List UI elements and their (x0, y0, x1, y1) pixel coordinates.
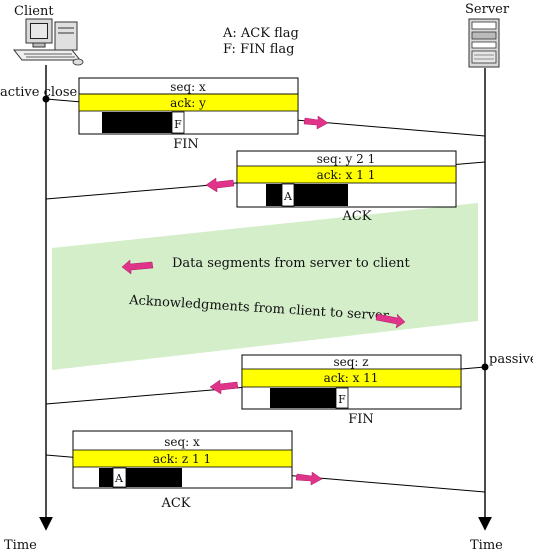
seq-text: seq: x (164, 435, 200, 449)
seg1-direction-arrow (304, 116, 328, 129)
seg3-direction-arrow (210, 380, 238, 394)
client-label: Client (14, 4, 54, 19)
legend-ack: A: ACK flag (222, 26, 299, 41)
seg4-direction-arrow (296, 472, 322, 485)
seg1-caption: FIN (173, 137, 199, 152)
fin-flag-letter: F (174, 118, 182, 131)
segment-ack-2: A seq: y 2 1 ack: x 1 1 (237, 151, 456, 207)
ack-flag-letter: A (283, 190, 293, 203)
seq-text: seq: z (333, 355, 368, 369)
client-time-label: Time (4, 538, 37, 553)
ack-text: ack: z 1 1 (153, 452, 211, 466)
ack-text: ack: x 1 1 (317, 168, 376, 182)
flag-bits-right (126, 468, 182, 487)
seg4-caption: ACK (160, 496, 190, 511)
ack-flag-letter: A (114, 472, 124, 485)
flag-bits (270, 388, 336, 408)
data-segments-text: Data segments from server to client (172, 256, 411, 271)
legend-fin: F: FIN flag (223, 42, 294, 57)
segment-fin-3: F seq: z ack: x 11 (242, 355, 461, 409)
ack-text: ack: x 11 (324, 371, 379, 385)
flag-bits (102, 112, 172, 133)
server-time-label: Time (470, 538, 503, 553)
flag-bits-right (294, 184, 348, 206)
flag-bits-left (266, 184, 282, 206)
server-label: Server (465, 2, 510, 17)
seq-text: seq: y 2 1 (317, 152, 375, 166)
segment-fin-1: F seq: x ack: y (79, 78, 298, 134)
active-close-label: active close (0, 85, 78, 100)
passive-close-label: passive close (489, 352, 533, 367)
seg3-caption: FIN (348, 412, 374, 427)
seg2-direction-arrow (206, 178, 234, 192)
server-tower-icon (469, 19, 499, 67)
seq-text: seq: x (170, 80, 206, 94)
flag-bits-left (99, 468, 113, 487)
segment-ack-4: A seq: x ack: z 1 1 (73, 431, 292, 488)
client-computer-icon (14, 19, 83, 65)
fin-flag-letter: F (338, 393, 346, 406)
data-transfer-band (52, 203, 478, 370)
seg2-caption: ACK (341, 209, 371, 224)
ack-text: ack: y (170, 96, 206, 110)
